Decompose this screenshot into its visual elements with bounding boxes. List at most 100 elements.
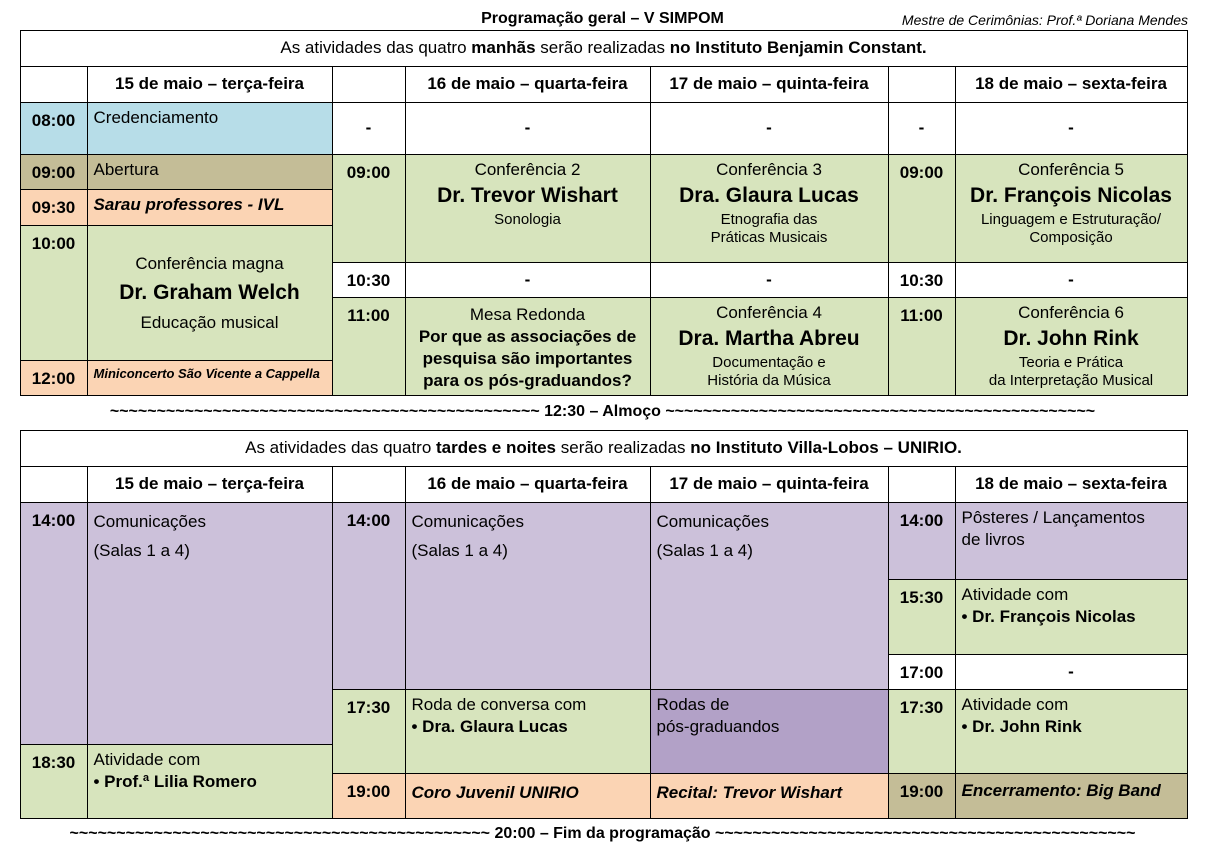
time-slot: 19:00 bbox=[331, 772, 406, 819]
event-conferencia-4: Conferência 4 Dra. Martha Abreu Documentaç… bbox=[649, 296, 889, 396]
event-conferencia-magna-line: Educação musical bbox=[140, 312, 279, 332]
event-rodas-pos-graduandos-line: pós-graduandos bbox=[656, 716, 780, 736]
time-slot: 11:00 bbox=[887, 296, 956, 396]
event-conferencia-5-line: Linguagem e Estruturação/ bbox=[980, 210, 1162, 228]
day-header-blank bbox=[887, 465, 956, 503]
event-atividade-francois-nicolas-line: Atividade com bbox=[961, 584, 1069, 604]
event-comunicacoes-line: (Salas 1 a 4) bbox=[656, 540, 753, 560]
morning-venue-header-segment: serão realizadas bbox=[535, 38, 670, 57]
empty-slot: - bbox=[954, 101, 1188, 155]
time-slot: 15:30 bbox=[887, 578, 956, 655]
event-conferencia-3-line: Etnografia das bbox=[720, 210, 818, 228]
time-slot: 12:00 bbox=[19, 359, 88, 396]
event-conferencia-2: Conferência 2 Dr. Trevor Wishart Sonologia bbox=[404, 153, 651, 263]
event-comunicacoes-line: Comunicações bbox=[411, 511, 524, 531]
event-comunicacoes-line: (Salas 1 a 4) bbox=[93, 540, 190, 560]
time-slot: 14:00 bbox=[331, 501, 406, 690]
event-conferencia-3-line: Práticas Musicais bbox=[710, 228, 828, 246]
day-header: 17 de maio – quinta-feira bbox=[649, 465, 889, 503]
event-abertura: Abertura bbox=[86, 153, 333, 190]
empty-slot: - bbox=[954, 261, 1188, 298]
day-header: 17 de maio – quinta-feira bbox=[649, 65, 889, 103]
event-conferencia-4-line: Dra. Martha Abreu bbox=[678, 326, 860, 350]
event-conferencia-5-line: Dr. François Nicolas bbox=[970, 183, 1172, 207]
time-slot: 19:00 bbox=[887, 772, 956, 819]
event-sarau: Sarau professores - IVL bbox=[86, 188, 333, 226]
afternoon-venue-header: As atividades das quatro tardes e noites… bbox=[19, 429, 1188, 467]
event-conferencia-4-line: Conferência 4 bbox=[716, 302, 822, 322]
event-conferencia-6-line: Conferência 6 bbox=[1018, 302, 1124, 322]
time-slot: 10:30 bbox=[887, 261, 956, 298]
day-header: 15 de maio – terça-feira bbox=[86, 465, 333, 503]
event-mesa-redonda-line: para os pós-graduandos? bbox=[423, 370, 632, 390]
event-encerramento-line: Encerramento: Big Band bbox=[961, 780, 1161, 800]
day-header-blank bbox=[19, 65, 88, 103]
event-conferencia-2-line: Conferência 2 bbox=[474, 159, 581, 179]
day-header-blank bbox=[887, 65, 956, 103]
day-header: 18 de maio – sexta-feira bbox=[954, 65, 1188, 103]
event-conferencia-6-line: da Interpretação Musical bbox=[988, 371, 1154, 389]
time-slot: 09:00 bbox=[887, 153, 956, 263]
event-abertura-line: Abertura bbox=[93, 159, 159, 179]
morning-venue-header-segment: no Instituto Benjamin Constant. bbox=[669, 38, 927, 57]
day-header-blank bbox=[19, 465, 88, 503]
event-atividade-lilia-romero-line: • Prof.ª Lilia Romero bbox=[93, 771, 257, 791]
event-rodas-pos-graduandos: Rodas de pós-graduandos bbox=[649, 688, 889, 774]
event-roda-de-conversa-line: Roda de conversa com bbox=[411, 694, 587, 714]
day-header: 16 de maio – quarta-feira bbox=[404, 65, 651, 103]
event-mesa-redonda: Mesa Redonda Por que as associações de pes… bbox=[404, 296, 651, 396]
day-header-blank bbox=[331, 465, 406, 503]
event-recital: Recital: Trevor Wishart bbox=[649, 772, 889, 819]
time-slot: 10:00 bbox=[19, 224, 88, 361]
event-conferencia-2-line: Dr. Trevor Wishart bbox=[437, 183, 618, 207]
event-comunicacoes: Comunicações (Salas 1 a 4) bbox=[649, 501, 889, 690]
day-header: 15 de maio – terça-feira bbox=[86, 65, 333, 103]
time-slot: 14:00 bbox=[19, 501, 88, 745]
event-credenciamento: Credenciamento bbox=[86, 101, 333, 155]
morning-venue-header-segment: As atividades das quatro bbox=[280, 38, 472, 57]
empty-slot: - bbox=[404, 261, 651, 298]
event-coro-juvenil: Coro Juvenil UNIRIO bbox=[404, 772, 651, 819]
event-recital-line: Recital: Trevor Wishart bbox=[656, 782, 843, 802]
event-conferencia-3: Conferência 3 Dra. Glaura Lucas Etnografia… bbox=[649, 153, 889, 263]
event-conferencia-3-line: Conferência 3 bbox=[716, 159, 822, 179]
event-posteres-line: Pôsteres / Lançamentos bbox=[961, 507, 1145, 527]
event-mesa-redonda-line: Mesa Redonda bbox=[469, 304, 586, 324]
event-sarau-line: Sarau professores - IVL bbox=[93, 194, 285, 214]
event-posteres: Pôsteres / Lançamentos de livros bbox=[954, 501, 1188, 580]
time-slot: 17:30 bbox=[331, 688, 406, 774]
event-conferencia-5-line: Composição bbox=[1029, 228, 1113, 246]
event-roda-de-conversa: Roda de conversa com • Dra. Glaura Lucas bbox=[404, 688, 651, 774]
time-slot: 10:30 bbox=[331, 261, 406, 298]
event-comunicacoes: Comunicações (Salas 1 a 4) bbox=[404, 501, 651, 690]
event-atividade-francois-nicolas-line: • Dr. François Nicolas bbox=[961, 606, 1136, 626]
event-comunicacoes-line: Comunicações bbox=[656, 511, 769, 531]
event-comunicacoes: Comunicações (Salas 1 a 4) bbox=[86, 501, 333, 745]
event-atividade-john-rink: Atividade com • Dr. John Rink bbox=[954, 688, 1188, 774]
event-miniconcerto: Miniconcerto São Vicente a Cappella bbox=[86, 359, 333, 396]
event-conferencia-6-line: Dr. John Rink bbox=[1003, 326, 1139, 350]
time-slot: 09:00 bbox=[331, 153, 406, 263]
event-mesa-redonda-line: Por que as associações de bbox=[418, 326, 637, 346]
empty-slot: - bbox=[649, 101, 889, 155]
empty-slot: - bbox=[404, 101, 651, 155]
afternoon-venue-header-segment: tardes e noites bbox=[436, 438, 557, 457]
event-conferencia-6-line: Teoria e Prática bbox=[1018, 353, 1124, 371]
page-title: Programação geral – V SIMPOM bbox=[481, 10, 724, 27]
event-conferencia-2-line: Sonologia bbox=[494, 210, 561, 228]
time-slot: 08:00 bbox=[19, 101, 88, 155]
event-conferencia-5-line: Conferência 5 bbox=[1018, 159, 1124, 179]
day-header: 16 de maio – quarta-feira bbox=[404, 465, 651, 503]
event-comunicacoes-line: Comunicações bbox=[93, 511, 206, 531]
lunch-divider: ~~~~~~~~~~~~~~~~~~~~~~~~~~~~~~~~~~~~~~~~… bbox=[109, 403, 1096, 420]
morning-venue-header-segment: manhãs bbox=[471, 38, 536, 57]
day-header-blank bbox=[331, 65, 406, 103]
event-atividade-john-rink-line: • Dr. John Rink bbox=[961, 716, 1082, 736]
event-conferencia-5: Conferência 5 Dr. François Nicolas Linguag… bbox=[954, 153, 1188, 263]
event-comunicacoes-line: (Salas 1 a 4) bbox=[411, 540, 508, 560]
event-conferencia-6: Conferência 6 Dr. John Rink Teoria e Práti… bbox=[954, 296, 1188, 396]
time-slot: 11:00 bbox=[331, 296, 406, 396]
day-header: 18 de maio – sexta-feira bbox=[954, 465, 1188, 503]
empty-slot: - bbox=[331, 101, 406, 155]
event-conferencia-4-line: Documentação e bbox=[712, 353, 826, 371]
